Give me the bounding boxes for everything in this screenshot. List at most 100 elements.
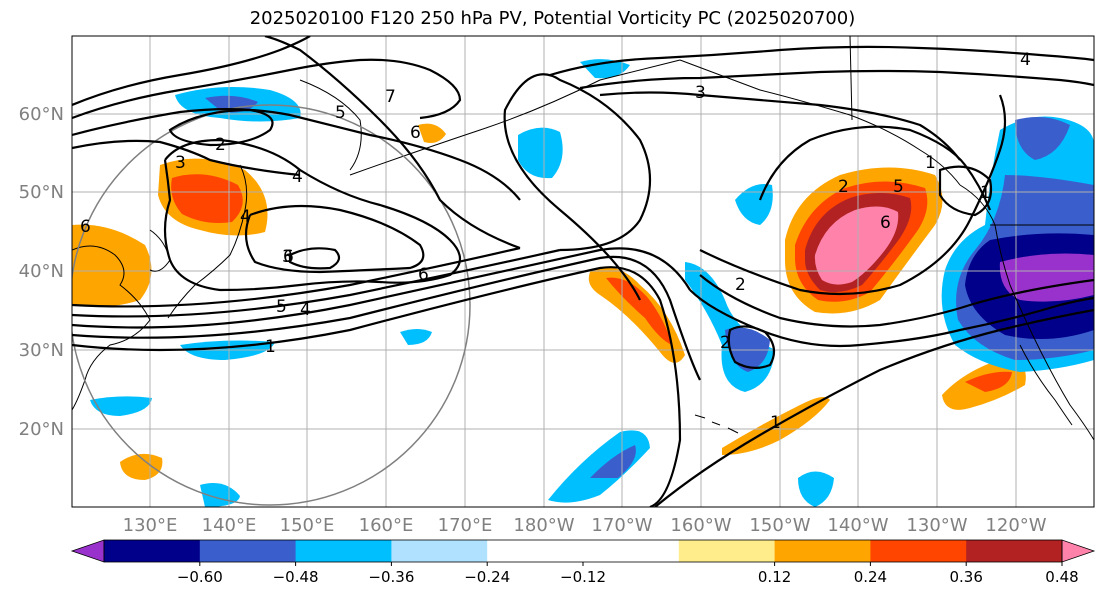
colorbar-tick-label: −0.12 — [560, 568, 606, 586]
colorbar-swatch — [295, 540, 392, 562]
lon-label: 140°E — [202, 515, 257, 536]
pv-anomaly-shading — [72, 59, 1094, 507]
coastlines — [72, 36, 1094, 441]
map-panel: 3 4 2 3 1 2 3 4 5 6 7 5 4 6 1 2 2 6 5 1 … — [72, 36, 1094, 507]
colorbar-swatch — [678, 540, 776, 562]
contour-closed-west — [288, 247, 341, 270]
contour-label: 6 — [410, 123, 421, 143]
coastline-north-america-west — [959, 184, 1094, 441]
contour-label: 6 — [283, 247, 294, 267]
lon-label: 170°E — [438, 515, 493, 536]
contour-label-group: 3 4 2 3 1 2 3 4 5 6 7 5 4 6 1 2 2 6 5 1 … — [80, 50, 1031, 433]
contour-label: 6 — [80, 217, 91, 237]
contour-label: 3 — [175, 153, 186, 173]
contour-label: 1 — [265, 337, 276, 357]
positive-anomaly-central-pacific — [588, 267, 685, 363]
contour-trough-1 — [503, 73, 652, 301]
negative-anomaly-south2 — [798, 471, 834, 507]
lon-label: 150°W — [749, 515, 810, 536]
contour-label: 2 — [215, 135, 226, 155]
contour-jet-4 — [72, 248, 561, 318]
contour-west-inner — [244, 204, 425, 274]
colorbar-swatch — [583, 540, 680, 562]
negative-anomaly-bc-coast — [1015, 116, 1070, 160]
contour-north-1 — [72, 58, 462, 120]
contour-east-north — [549, 45, 1094, 77]
contour-jet-3 — [72, 247, 691, 329]
contour-label: 2 — [838, 177, 849, 197]
lon-label: 140°W — [827, 515, 888, 536]
contour-label: 3 — [282, 247, 293, 267]
map-title: 2025020100 F120 250 hPa PV, Potential Vo… — [249, 8, 856, 29]
contour-ridge-gulf — [699, 94, 1007, 296]
positive-anomaly-japan-north — [418, 123, 446, 143]
contour-label: 4 — [292, 167, 303, 187]
contour-label: 6 — [418, 265, 429, 285]
map-frame — [71, 35, 1095, 508]
contour-label: 6 — [880, 213, 891, 233]
contour-label: 7 — [385, 87, 396, 107]
border-alaska-canada — [849, 36, 853, 121]
coastline-baja — [1019, 344, 1073, 426]
coastline-alaska — [679, 59, 961, 186]
reference-circle — [72, 104, 471, 506]
positive-anomaly-gulf-alaska-pink — [814, 206, 899, 285]
contour-east-north-3 — [599, 91, 961, 161]
lat-label: 40°N — [19, 261, 64, 282]
lon-label: 180°W — [513, 515, 574, 536]
negative-anomaly-small3 — [400, 329, 432, 345]
contour-tropical — [654, 308, 1094, 507]
contour-north-4 — [72, 139, 301, 177]
longitude-labels: 130°E 140°E 150°E 160°E 170°E 180°W 170°… — [123, 515, 1047, 536]
contour-closed-low — [727, 325, 776, 369]
lat-label: 20°N — [19, 419, 64, 440]
contour-ridge-1 — [264, 36, 521, 250]
colorbar-tick-label: −0.48 — [273, 568, 319, 586]
negative-anomaly-dateline — [518, 127, 563, 179]
contour-label: 2 — [720, 333, 731, 353]
positive-anomaly-japan-core — [171, 174, 243, 223]
contour-north-loop — [168, 108, 274, 147]
lon-label: 160°W — [670, 515, 731, 536]
colorbar-swatch — [487, 540, 584, 562]
lat-label: 50°N — [19, 182, 64, 203]
contour-label: 4 — [300, 300, 311, 320]
colorbar-tick-label: −0.24 — [464, 568, 510, 586]
contour-label: 5 — [276, 297, 287, 317]
contour-jet-5 — [72, 246, 521, 308]
colorbar-swatch — [391, 540, 488, 562]
colorbar-tick-label: −0.60 — [177, 568, 223, 586]
colorbar-swatch — [774, 540, 871, 562]
contour-label: 4 — [240, 207, 251, 227]
coastline-aleutians — [349, 59, 681, 176]
negative-anomaly-small1 — [90, 396, 152, 416]
positive-anomaly-china — [72, 224, 152, 307]
contour-label: 5 — [893, 177, 904, 197]
colorbar-extension-high — [1061, 539, 1096, 563]
contour-label: 5 — [335, 103, 346, 123]
lat-label: 60°N — [19, 104, 64, 125]
pv-contours — [72, 36, 1094, 507]
contour-north-3 — [72, 108, 521, 201]
colorbar-tick-label: 0.12 — [758, 568, 791, 586]
lat-label: 30°N — [19, 340, 64, 361]
colorbar: −0.60 −0.48 −0.36 −0.24 −0.12 0.12 0.24 0.36 0.4… — [70, 539, 1096, 586]
colorbar-swatch — [966, 540, 1063, 562]
contour-trough-3 — [699, 274, 1094, 328]
positive-anomaly-pacific-south — [120, 453, 163, 480]
negative-anomaly-north-america-purple — [999, 253, 1094, 302]
contour-jet-1 — [72, 266, 682, 507]
lon-label: 120°W — [985, 515, 1046, 536]
contour-east-north-2 — [579, 69, 1094, 90]
colorbar-extension-low — [70, 539, 105, 563]
colorbar-tick-label: 0.48 — [1045, 568, 1078, 586]
contour-label: 1 — [770, 413, 781, 433]
contour-label: 3 — [695, 83, 706, 103]
lon-label: 130°W — [906, 515, 967, 536]
colorbar-swatch — [199, 540, 297, 562]
lon-label: 150°E — [280, 515, 335, 536]
colorbar-tick-label: 0.24 — [854, 568, 887, 586]
coastline-kamchatka — [299, 79, 362, 171]
contour-loop-east — [938, 165, 993, 217]
